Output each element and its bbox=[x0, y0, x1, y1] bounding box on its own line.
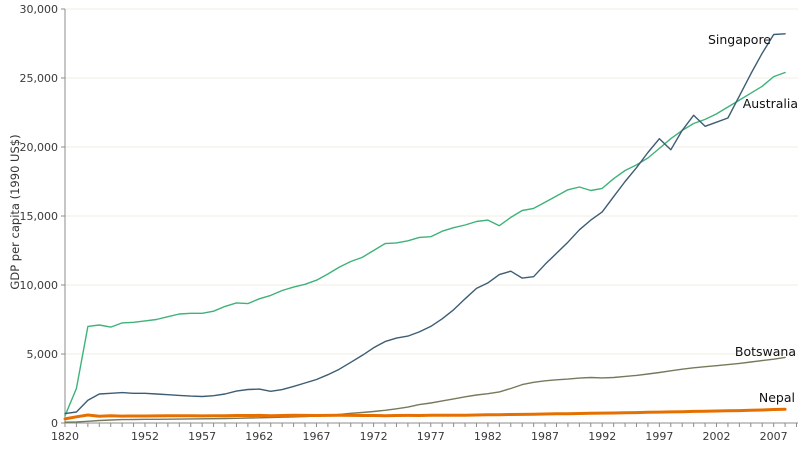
x-tick-label: 1972 bbox=[360, 430, 388, 443]
y-tick-label: 0 bbox=[51, 417, 58, 430]
y-tick-label: 20,000 bbox=[20, 141, 59, 154]
x-tick-label: 1997 bbox=[645, 430, 673, 443]
x-tick-label: 2002 bbox=[703, 430, 731, 443]
series-line-botswana bbox=[64, 356, 786, 423]
x-tick-label: 2007 bbox=[760, 430, 788, 443]
y-tick-label: 15,000 bbox=[20, 210, 59, 223]
series-line-nepal bbox=[63, 407, 787, 421]
x-tick-label: 1952 bbox=[131, 430, 159, 443]
y-axis-title: GDP per capita (1990 US$) bbox=[8, 134, 22, 290]
x-tick-label: 1987 bbox=[531, 430, 559, 443]
x-tick-label: 1957 bbox=[188, 430, 216, 443]
x-tick-label: 1962 bbox=[245, 430, 273, 443]
y-tick-label: 5,000 bbox=[27, 348, 59, 361]
series-line-singapore bbox=[64, 33, 786, 415]
x-tick-label: 1982 bbox=[474, 430, 502, 443]
y-tick-label: 10,000 bbox=[20, 279, 59, 292]
series-label-australia: Australia bbox=[742, 96, 798, 111]
series-label-singapore: Singapore bbox=[707, 32, 771, 47]
y-tick-label: 30,000 bbox=[20, 3, 59, 16]
x-tick-label: 1967 bbox=[302, 430, 330, 443]
x-tick-label: 1992 bbox=[588, 430, 616, 443]
x-tick-label: 1820 bbox=[51, 430, 79, 443]
series-line-australia bbox=[64, 71, 786, 417]
series-label-botswana: Botswana bbox=[734, 344, 796, 359]
x-tick-label: 1977 bbox=[417, 430, 445, 443]
series-label-nepal: Nepal bbox=[758, 390, 795, 405]
y-tick-label: 25,000 bbox=[20, 72, 59, 85]
